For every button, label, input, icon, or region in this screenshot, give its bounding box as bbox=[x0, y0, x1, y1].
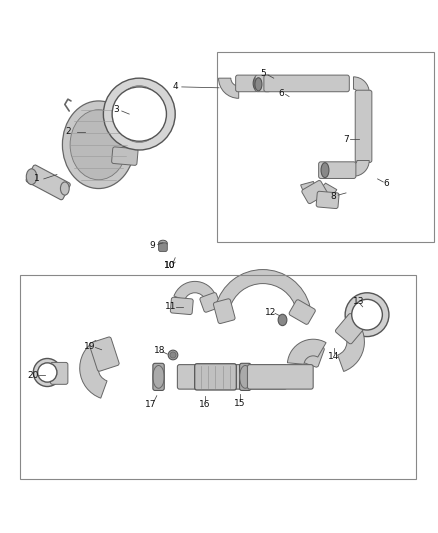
FancyBboxPatch shape bbox=[289, 300, 315, 325]
Text: 5: 5 bbox=[260, 69, 266, 78]
Text: 6: 6 bbox=[279, 89, 285, 98]
Ellipse shape bbox=[159, 240, 167, 246]
Text: 6: 6 bbox=[383, 179, 389, 188]
Text: 17: 17 bbox=[145, 400, 157, 409]
Text: 1: 1 bbox=[34, 174, 40, 183]
Ellipse shape bbox=[170, 352, 176, 358]
Wedge shape bbox=[301, 181, 337, 199]
Text: 2: 2 bbox=[65, 127, 71, 136]
FancyBboxPatch shape bbox=[236, 75, 258, 92]
Circle shape bbox=[352, 300, 382, 330]
Ellipse shape bbox=[62, 101, 135, 189]
Text: 10: 10 bbox=[164, 261, 176, 270]
FancyBboxPatch shape bbox=[247, 365, 313, 389]
Ellipse shape bbox=[70, 110, 127, 180]
FancyBboxPatch shape bbox=[159, 243, 167, 252]
Circle shape bbox=[103, 78, 175, 150]
Ellipse shape bbox=[278, 314, 287, 326]
FancyBboxPatch shape bbox=[240, 364, 251, 391]
Ellipse shape bbox=[321, 163, 329, 177]
FancyBboxPatch shape bbox=[264, 75, 349, 92]
Bar bbox=[20, 275, 416, 479]
Text: 12: 12 bbox=[265, 308, 276, 317]
Ellipse shape bbox=[26, 169, 37, 184]
FancyBboxPatch shape bbox=[213, 299, 235, 324]
Text: 19: 19 bbox=[84, 342, 95, 351]
Wedge shape bbox=[80, 341, 107, 398]
Text: 3: 3 bbox=[113, 105, 119, 114]
Text: 20: 20 bbox=[27, 370, 39, 379]
FancyBboxPatch shape bbox=[298, 341, 324, 367]
Wedge shape bbox=[353, 77, 369, 93]
Ellipse shape bbox=[168, 350, 178, 360]
Wedge shape bbox=[353, 160, 369, 176]
Text: 10: 10 bbox=[164, 261, 176, 270]
FancyBboxPatch shape bbox=[316, 191, 339, 208]
Circle shape bbox=[112, 87, 166, 141]
FancyBboxPatch shape bbox=[336, 313, 365, 344]
Text: 7: 7 bbox=[343, 135, 349, 144]
Text: 15: 15 bbox=[234, 399, 246, 408]
FancyBboxPatch shape bbox=[319, 162, 356, 179]
Text: 4: 4 bbox=[173, 83, 178, 92]
FancyBboxPatch shape bbox=[194, 364, 237, 390]
Text: 13: 13 bbox=[353, 297, 364, 306]
Wedge shape bbox=[338, 314, 364, 372]
FancyBboxPatch shape bbox=[302, 181, 327, 204]
FancyBboxPatch shape bbox=[112, 147, 138, 165]
FancyBboxPatch shape bbox=[177, 365, 287, 389]
FancyBboxPatch shape bbox=[50, 362, 68, 384]
Text: 8: 8 bbox=[330, 192, 336, 201]
FancyBboxPatch shape bbox=[200, 293, 221, 312]
Wedge shape bbox=[174, 281, 216, 300]
Wedge shape bbox=[216, 270, 310, 309]
Wedge shape bbox=[287, 339, 326, 364]
Text: 11: 11 bbox=[165, 302, 177, 311]
Ellipse shape bbox=[253, 76, 261, 91]
Text: 18: 18 bbox=[154, 346, 166, 355]
FancyBboxPatch shape bbox=[255, 75, 271, 92]
Circle shape bbox=[345, 293, 389, 336]
Text: 16: 16 bbox=[199, 400, 211, 409]
Wedge shape bbox=[219, 78, 239, 98]
Bar bbox=[217, 52, 434, 243]
FancyBboxPatch shape bbox=[26, 165, 71, 200]
FancyBboxPatch shape bbox=[170, 297, 193, 314]
Ellipse shape bbox=[255, 78, 262, 91]
Circle shape bbox=[33, 359, 61, 386]
Ellipse shape bbox=[60, 182, 69, 195]
FancyBboxPatch shape bbox=[153, 364, 164, 391]
Circle shape bbox=[38, 363, 57, 382]
FancyBboxPatch shape bbox=[89, 337, 119, 372]
Text: 9: 9 bbox=[149, 241, 155, 250]
Text: 14: 14 bbox=[328, 352, 339, 361]
FancyBboxPatch shape bbox=[355, 90, 372, 163]
